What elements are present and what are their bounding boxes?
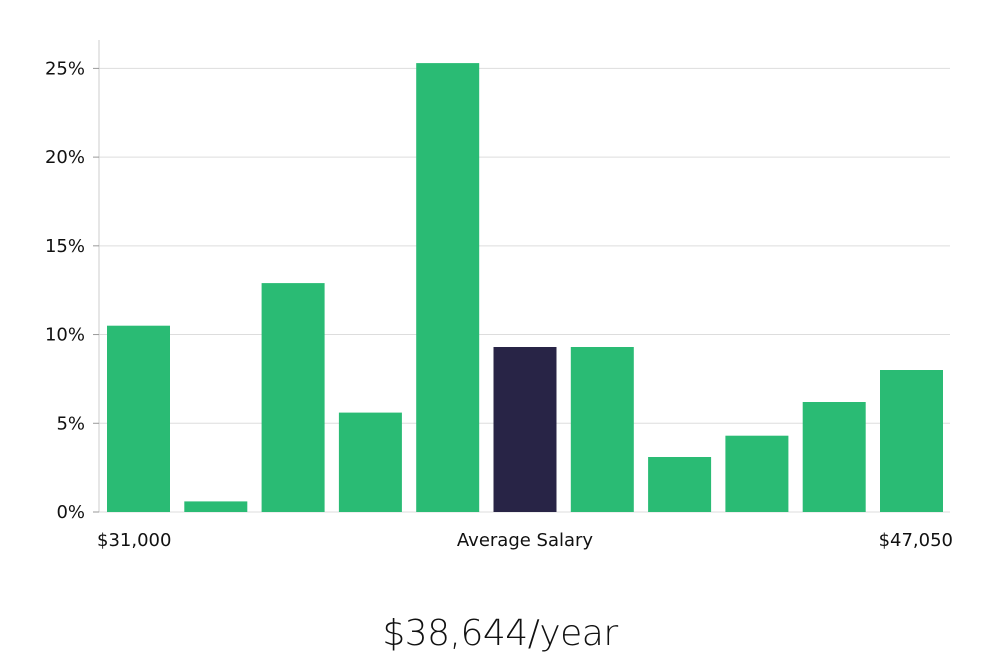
- bar: [802, 402, 866, 512]
- bar: [338, 412, 402, 512]
- y-axis-ticks: 0% 5% 10% 15% 20% 25%: [45, 58, 99, 523]
- y-tick-label: 25%: [45, 58, 85, 79]
- bar: [107, 325, 170, 512]
- x-axis-average-label: Average Salary: [456, 530, 594, 551]
- bar: [184, 501, 248, 512]
- x-axis-max-label: $47,050: [878, 530, 953, 551]
- y-tick-label: 5%: [56, 413, 85, 434]
- bar: [648, 457, 712, 512]
- bar-average-salary: [493, 347, 557, 512]
- bar: [880, 370, 943, 512]
- bar: [725, 435, 789, 512]
- bar: [570, 347, 634, 512]
- average-salary-value: $38,644/year: [382, 613, 618, 654]
- bar: [416, 63, 480, 512]
- x-axis-min-label: $31,000: [97, 530, 172, 551]
- y-tick-label: 0%: [56, 502, 85, 523]
- bars: [107, 63, 943, 512]
- salary-histogram: 0% 5% 10% 15% 20% 25%: [45, 40, 950, 523]
- y-tick-label: 20%: [45, 147, 85, 168]
- bar: [261, 283, 325, 512]
- y-tick-label: 10%: [45, 325, 85, 346]
- y-tick-label: 15%: [45, 236, 85, 257]
